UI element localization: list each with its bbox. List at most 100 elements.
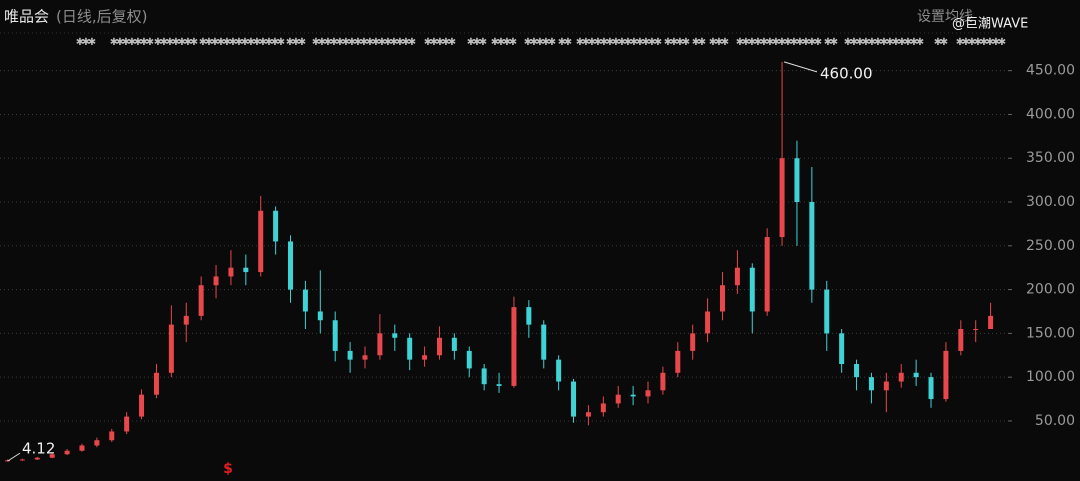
- event-marker: ✱: [624, 37, 632, 48]
- candle-body: [273, 210, 279, 242]
- annotation-arrow: [7, 452, 21, 462]
- event-marker: ✱: [754, 37, 762, 48]
- event-marker: ✱: [715, 37, 723, 48]
- event-marker: ✱: [844, 37, 852, 48]
- event-marker: ✱: [396, 37, 404, 48]
- event-marker: ✱: [874, 37, 882, 48]
- event-marker: ✱: [582, 37, 590, 48]
- candle-body: [675, 350, 681, 373]
- candle-body: [198, 285, 204, 316]
- event-marker: ✱: [898, 37, 906, 48]
- candle-body: [34, 457, 40, 460]
- y-tick-label: 100.00: [1026, 369, 1075, 385]
- candle-body: [556, 359, 562, 382]
- event-marker: ✱: [324, 37, 332, 48]
- event-marker: ✱: [682, 37, 690, 48]
- event-marker: ✱: [576, 37, 584, 48]
- candle-body: [734, 267, 740, 286]
- candle-body: [779, 158, 785, 238]
- event-marker: ✱: [524, 37, 532, 48]
- event-marker: ✱: [992, 37, 1000, 48]
- event-marker: ✱: [253, 37, 261, 48]
- candle-body: [436, 337, 442, 356]
- annotation: 4.12: [22, 440, 55, 458]
- event-marker: ✱: [736, 37, 744, 48]
- event-marker: ✱: [134, 37, 142, 48]
- event-marker: ✱: [856, 37, 864, 48]
- event-marker: ✱: [479, 37, 487, 48]
- event-marker: ✱: [548, 37, 556, 48]
- event-marker: ✱: [530, 37, 538, 48]
- event-marker: ✱: [802, 37, 810, 48]
- event-marker: ✱: [473, 37, 481, 48]
- event-marker: ✱: [850, 37, 858, 48]
- candle-body: [213, 276, 219, 286]
- annotation: 460.00: [820, 64, 873, 82]
- event-marker: ✱: [235, 37, 243, 48]
- event-marker: ✱: [360, 37, 368, 48]
- event-marker: ✱: [184, 37, 192, 48]
- event-marker: ✱: [259, 37, 267, 48]
- event-marker: ✱: [648, 37, 656, 48]
- candle-body: [854, 364, 860, 378]
- event-marker: ✱: [390, 37, 398, 48]
- event-marker: ✱: [116, 37, 124, 48]
- event-marker: ✱: [748, 37, 756, 48]
- event-marker: ✱: [122, 37, 130, 48]
- candle-body: [943, 350, 949, 400]
- y-tick-label: 400.00: [1026, 106, 1075, 122]
- y-tick-label: 200.00: [1026, 282, 1075, 298]
- event-marker: ✱: [600, 37, 608, 48]
- candle-body: [705, 311, 711, 334]
- candle-body: [422, 355, 428, 360]
- y-tick-label: 250.00: [1026, 238, 1075, 254]
- event-marker: ✱: [190, 37, 198, 48]
- event-marker: ✱: [588, 37, 596, 48]
- event-marker: ✱: [862, 37, 870, 48]
- setting-button[interactable]: 设置均线: [917, 9, 973, 25]
- event-marker: ✱: [366, 37, 374, 48]
- event-marker: ✱: [886, 37, 894, 48]
- y-tick-label: 300.00: [1026, 194, 1075, 210]
- candle-body: [541, 324, 547, 360]
- watermark: @巨潮WAVE: [952, 17, 1028, 32]
- candle-body: [719, 285, 725, 312]
- event-marker: ✱: [312, 37, 320, 48]
- event-marker: ✱: [892, 37, 900, 48]
- candle-body: [362, 355, 368, 360]
- event-marker: ✱: [205, 37, 213, 48]
- event-marker: ✱: [742, 37, 750, 48]
- candle-body: [585, 412, 591, 417]
- event-marker: ✱: [980, 37, 988, 48]
- event-marker: ✱: [247, 37, 255, 48]
- event-marker: ✱: [670, 37, 678, 48]
- event-marker: ✱: [318, 37, 326, 48]
- event-marker: ✱: [76, 37, 84, 48]
- event-marker: ✱: [594, 37, 602, 48]
- event-marker: ✱: [790, 37, 798, 48]
- event-marker: ✱: [408, 37, 416, 48]
- candle-body: [153, 372, 159, 395]
- candle-body: [481, 368, 487, 385]
- event-marker: ✱: [796, 37, 804, 48]
- candle-body: [243, 267, 249, 273]
- event-marker: ✱: [542, 37, 550, 48]
- candle-body: [451, 337, 457, 351]
- event-marker: ✱: [940, 37, 948, 48]
- event-marker: ✱: [286, 37, 294, 48]
- event-marker: ✱: [497, 37, 505, 48]
- event-marker: ✱: [606, 37, 614, 48]
- candle-body: [526, 307, 532, 325]
- event-marker: ✱: [342, 37, 350, 48]
- event-marker: ✱: [612, 37, 620, 48]
- candle-body: [898, 372, 904, 382]
- event-marker: ✱: [934, 37, 942, 48]
- event-marker: ✱: [199, 37, 207, 48]
- candle-body: [407, 337, 413, 360]
- event-marker: ✱: [808, 37, 816, 48]
- event-marker: ✱: [910, 37, 918, 48]
- candle-body: [377, 333, 383, 356]
- event-marker: ✱: [536, 37, 544, 48]
